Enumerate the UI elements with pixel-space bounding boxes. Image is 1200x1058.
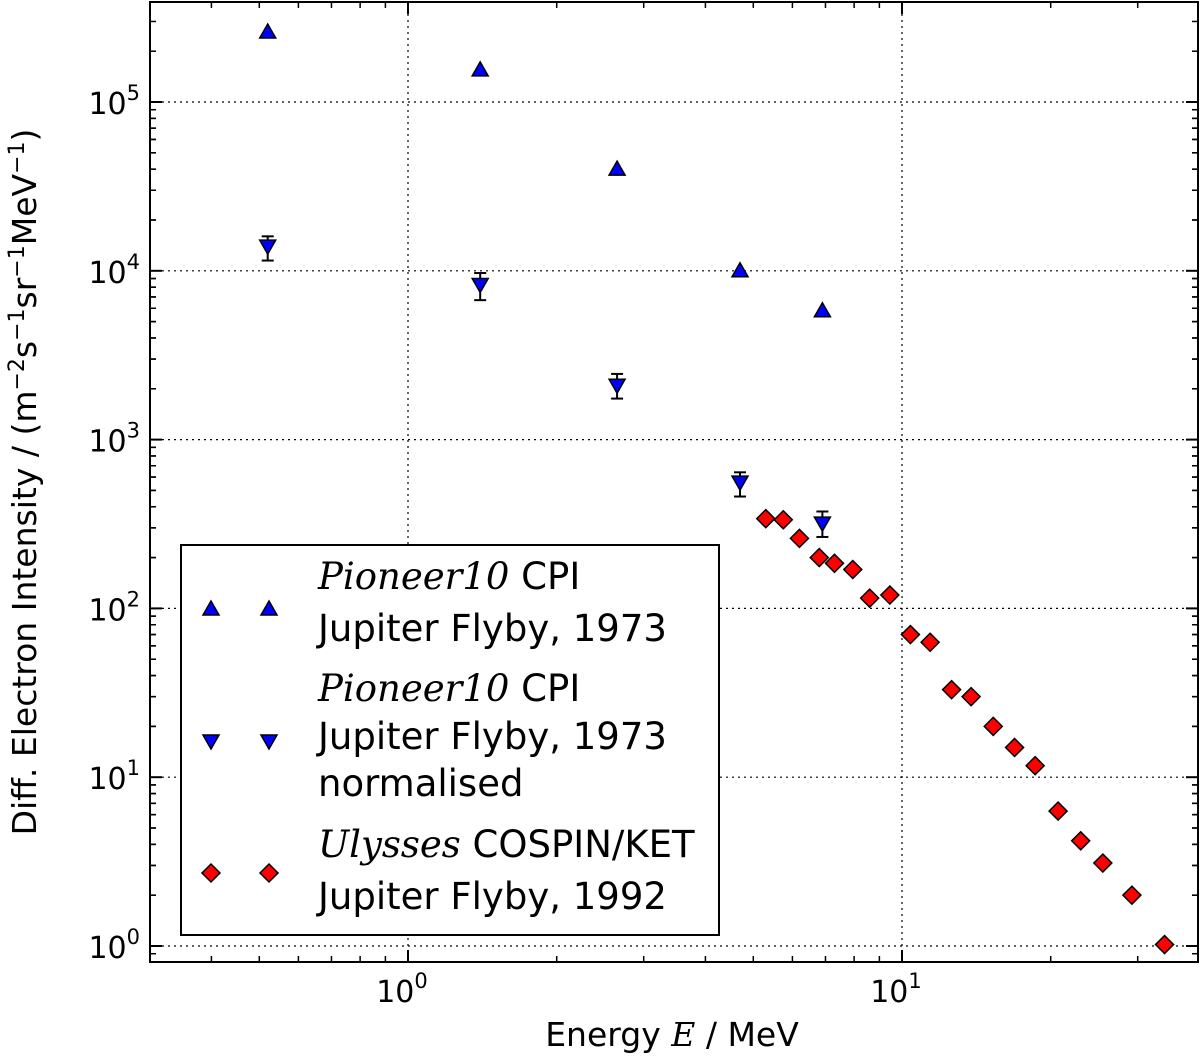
data-point-series-1: [813, 301, 832, 318]
error-bars: [261, 235, 829, 538]
legend-series-1-title: Pioneer10 CPI: [317, 555, 580, 598]
data-point-series-2: [470, 277, 490, 294]
data-point-series-3: [1048, 801, 1069, 822]
legend-series-3-line-1: Jupiter Flyby, 1992: [316, 875, 667, 918]
legend-marker-series-3: [258, 862, 280, 884]
data-point-series-3: [1121, 885, 1142, 906]
data-point-series-1: [607, 159, 627, 176]
data-point-series-3: [983, 716, 1004, 737]
legend-series-3-title: Ulysses COSPIN/KET: [318, 823, 695, 866]
data-point-series-3: [824, 553, 845, 574]
data-point-series-1: [730, 261, 750, 278]
data-point-series-3: [1025, 755, 1046, 776]
x-axis-label: Energy E / MeV: [545, 1015, 799, 1054]
legend-markers: [200, 599, 280, 884]
legend-series-1-line-1: Jupiter Flyby, 1973: [316, 607, 667, 650]
data-point-series-2: [813, 516, 832, 533]
data-point-series-3: [1092, 852, 1113, 874]
data-point-series-3: [879, 584, 900, 606]
legend: Pioneer10 CPI Jupiter Flyby, 1973 Pionee…: [180, 544, 720, 936]
data-point-series-2: [730, 475, 750, 492]
y-tick-label: 100: [88, 925, 140, 966]
y-tick-label: 103: [88, 419, 140, 460]
y-axis-label: Diff. Electron Intensity / (m−2s−1sr−1Me…: [5, 129, 45, 836]
legend-series-2-line-1: Jupiter Flyby, 1973: [316, 715, 667, 758]
legend-marker-series-2: [259, 734, 279, 751]
y-tick-label: 104: [88, 250, 140, 291]
data-point-series-3: [755, 508, 776, 529]
data-point-series-3: [789, 528, 810, 549]
data-point-series-3: [859, 588, 880, 609]
y-tick-label: 101: [88, 756, 140, 797]
data-point-series-1: [258, 22, 277, 39]
y-tick-label: 102: [88, 587, 140, 628]
legend-marker-series-1: [259, 599, 279, 616]
data-point-series-3: [941, 679, 962, 700]
data-point-series-3: [773, 509, 794, 530]
data-point-series-3: [900, 624, 921, 645]
plot-frame: [149, 1, 1199, 963]
x-tick-label: 101: [870, 969, 922, 1010]
data-point-series-3: [809, 547, 830, 568]
data-point-series-1: [470, 60, 490, 77]
data-point-series-2: [607, 378, 627, 395]
legend-series-2-title: Pioneer10 CPI: [317, 667, 580, 710]
x-tick-label: 100: [376, 969, 428, 1010]
data-point-series-3: [920, 632, 941, 653]
legend-marker-series-2: [201, 734, 221, 751]
data-point-series-3: [961, 686, 982, 707]
data-point-series-3: [1154, 934, 1175, 955]
legend-marker-series-3: [200, 862, 222, 884]
y-axis-ticks: 100 101 102 103 104 105: [88, 20, 1198, 966]
data-point-series-3: [842, 559, 863, 580]
legend-series-2-line-2: normalised: [318, 762, 523, 805]
legend-marker-series-1: [201, 599, 221, 616]
x-axis-ticks: 100 101: [210, 2, 1139, 1010]
data-point-series-3: [1070, 830, 1091, 851]
data-markers: [258, 22, 1175, 955]
y-tick-label: 105: [88, 81, 140, 122]
data-point-series-2: [258, 239, 277, 256]
data-point-series-3: [1004, 737, 1025, 758]
